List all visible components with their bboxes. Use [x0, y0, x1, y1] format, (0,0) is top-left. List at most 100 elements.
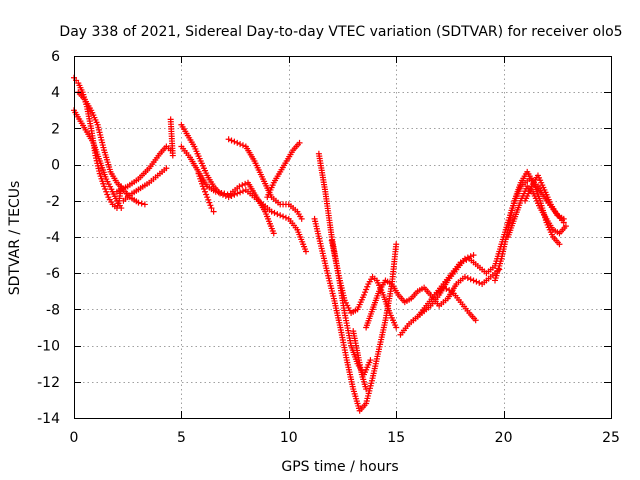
data-points — [71, 74, 569, 414]
data-point — [239, 182, 246, 189]
series-track-21 — [492, 168, 563, 284]
data-point — [271, 209, 278, 216]
data-point — [202, 188, 209, 195]
data-point — [360, 291, 367, 298]
data-point — [476, 279, 483, 286]
y-tick-label: 4 — [51, 85, 60, 101]
data-point — [302, 248, 309, 255]
data-point — [103, 188, 110, 195]
data-point — [169, 152, 176, 159]
data-point — [470, 277, 477, 284]
y-tick-label: -8 — [46, 302, 60, 318]
data-point — [228, 137, 235, 144]
x-tick-label: 0 — [70, 430, 79, 446]
data-point — [210, 208, 217, 215]
data-point — [363, 386, 370, 393]
x-tick-label: 20 — [495, 430, 513, 446]
data-point — [207, 202, 214, 209]
data-point — [467, 276, 474, 283]
y-axis-label: SDTVAR / TECUs — [7, 181, 23, 296]
data-point — [212, 188, 219, 195]
axis-ticks — [74, 56, 612, 419]
data-point — [206, 199, 213, 206]
data-point — [239, 142, 246, 149]
series-track-7 — [178, 121, 309, 255]
series-track-14 — [311, 215, 400, 414]
data-point — [473, 278, 480, 285]
data-point — [221, 190, 228, 197]
data-point — [393, 241, 400, 248]
data-point — [234, 190, 241, 197]
data-point — [104, 191, 111, 198]
x-tick-label: 5 — [177, 430, 186, 446]
data-point — [200, 186, 207, 193]
data-point — [225, 136, 232, 143]
data-point — [242, 180, 249, 187]
series-track-11 — [227, 179, 277, 237]
series-track-12 — [264, 139, 303, 201]
data-point — [218, 189, 225, 196]
y-tick-label: -2 — [46, 194, 60, 210]
data-point — [393, 324, 400, 331]
data-point — [457, 259, 464, 266]
data-point — [463, 256, 470, 263]
y-tick-label: -10 — [37, 339, 60, 355]
data-point — [237, 141, 244, 148]
data-point — [138, 200, 145, 207]
y-tick-label: 2 — [51, 121, 60, 137]
series-track-23 — [522, 172, 567, 222]
data-point — [203, 191, 210, 198]
grid-lines — [74, 56, 611, 418]
series-track-8 — [178, 143, 234, 199]
data-point — [231, 191, 238, 198]
data-point — [446, 287, 453, 294]
y-tick-label: -4 — [46, 230, 60, 246]
data-point — [101, 183, 108, 190]
x-tick-labels: 0 5 10 15 20 25 — [70, 430, 620, 446]
data-point — [236, 183, 243, 190]
series-track-2 — [71, 107, 125, 212]
y-tick-label: -12 — [37, 375, 60, 391]
series-track-6 — [167, 116, 176, 159]
data-point — [298, 215, 305, 222]
series-track-22 — [504, 183, 569, 240]
y-tick-labels: -14 -12 -10 -8 -6 -4 -2 0 2 4 6 — [37, 49, 60, 427]
data-point — [560, 215, 567, 222]
data-point — [562, 223, 569, 230]
y-tick-label: -14 — [37, 411, 60, 427]
data-point — [205, 196, 212, 203]
data-point — [277, 212, 284, 219]
data-point — [102, 186, 109, 193]
series-track-5 — [120, 165, 170, 204]
data-point — [239, 188, 246, 195]
data-point — [282, 214, 289, 221]
chart-title: Day 338 of 2021, Sidereal Day-to-day VTE… — [59, 24, 622, 40]
data-point — [237, 189, 244, 196]
data-point — [364, 283, 371, 290]
y-tick-label: 6 — [51, 49, 60, 65]
data-point — [208, 205, 215, 212]
data-point — [141, 201, 148, 208]
data-point — [204, 194, 211, 201]
data-point — [461, 273, 468, 280]
x-tick-label: 10 — [280, 430, 298, 446]
data-point — [224, 191, 231, 198]
data-point — [464, 275, 471, 282]
data-point — [274, 211, 281, 218]
x-axis-label: GPS time / hours — [281, 459, 398, 475]
series-track-9 — [195, 170, 217, 215]
data-point — [556, 241, 563, 248]
data-point — [199, 183, 206, 190]
data-point — [363, 286, 370, 293]
data-point — [234, 139, 241, 146]
data-point — [231, 138, 238, 145]
data-point — [118, 205, 125, 212]
data-point — [367, 357, 374, 364]
data-point — [270, 230, 277, 237]
data-point — [460, 258, 467, 265]
data-point — [135, 199, 142, 206]
data-point — [215, 189, 222, 196]
data-point — [470, 252, 477, 259]
x-tick-label: 15 — [387, 430, 405, 446]
series-track-10 — [225, 136, 305, 222]
